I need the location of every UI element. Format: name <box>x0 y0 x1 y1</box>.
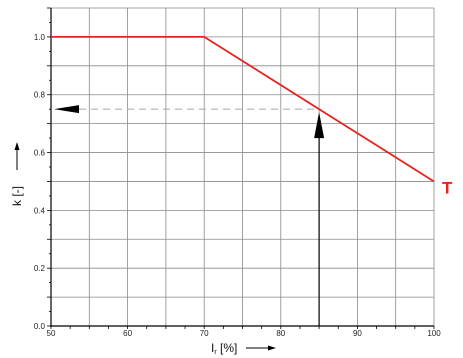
y-axis-title-arrow-head <box>14 142 20 150</box>
y-tick-label: 1.0 <box>34 33 46 42</box>
series <box>51 36 435 183</box>
y-tick-label: 0.6 <box>34 149 46 158</box>
axes <box>47 7 435 329</box>
x-tick-label: 60 <box>123 329 132 338</box>
x-axis-title: Ir [%] <box>211 341 237 356</box>
y-tick-label: 0.0 <box>34 322 46 331</box>
x-tick-label: 50 <box>47 329 56 338</box>
x-tick-label: 90 <box>353 329 362 338</box>
series-line <box>51 36 435 183</box>
y-tick-label: 0.8 <box>34 91 46 100</box>
annotation-t: T <box>442 178 453 197</box>
x-tick-label: 70 <box>200 329 209 338</box>
x-tick-label: 80 <box>276 329 285 338</box>
y-tick-label: 0.2 <box>34 264 46 273</box>
guide-left-arrow <box>54 105 79 114</box>
x-axis-title-unit: [%] <box>217 341 238 355</box>
y-axis-title: k [-] <box>10 186 24 206</box>
x-axis-title-subscript: r <box>214 349 217 356</box>
x-tick-label: 100 <box>427 329 441 338</box>
labels: 0.0 0.2 0.4 0.6 0.8 1.0 50 60 70 80 90 100 T Ir [%] k … <box>10 33 453 356</box>
y-tick-label: 0.4 <box>34 206 46 215</box>
x-axis-title-main: I <box>211 341 214 355</box>
x-axis-title-arrow-head <box>268 345 276 351</box>
guide-up-arrow <box>314 112 325 139</box>
reading-guide <box>54 105 325 326</box>
grid <box>50 7 435 327</box>
